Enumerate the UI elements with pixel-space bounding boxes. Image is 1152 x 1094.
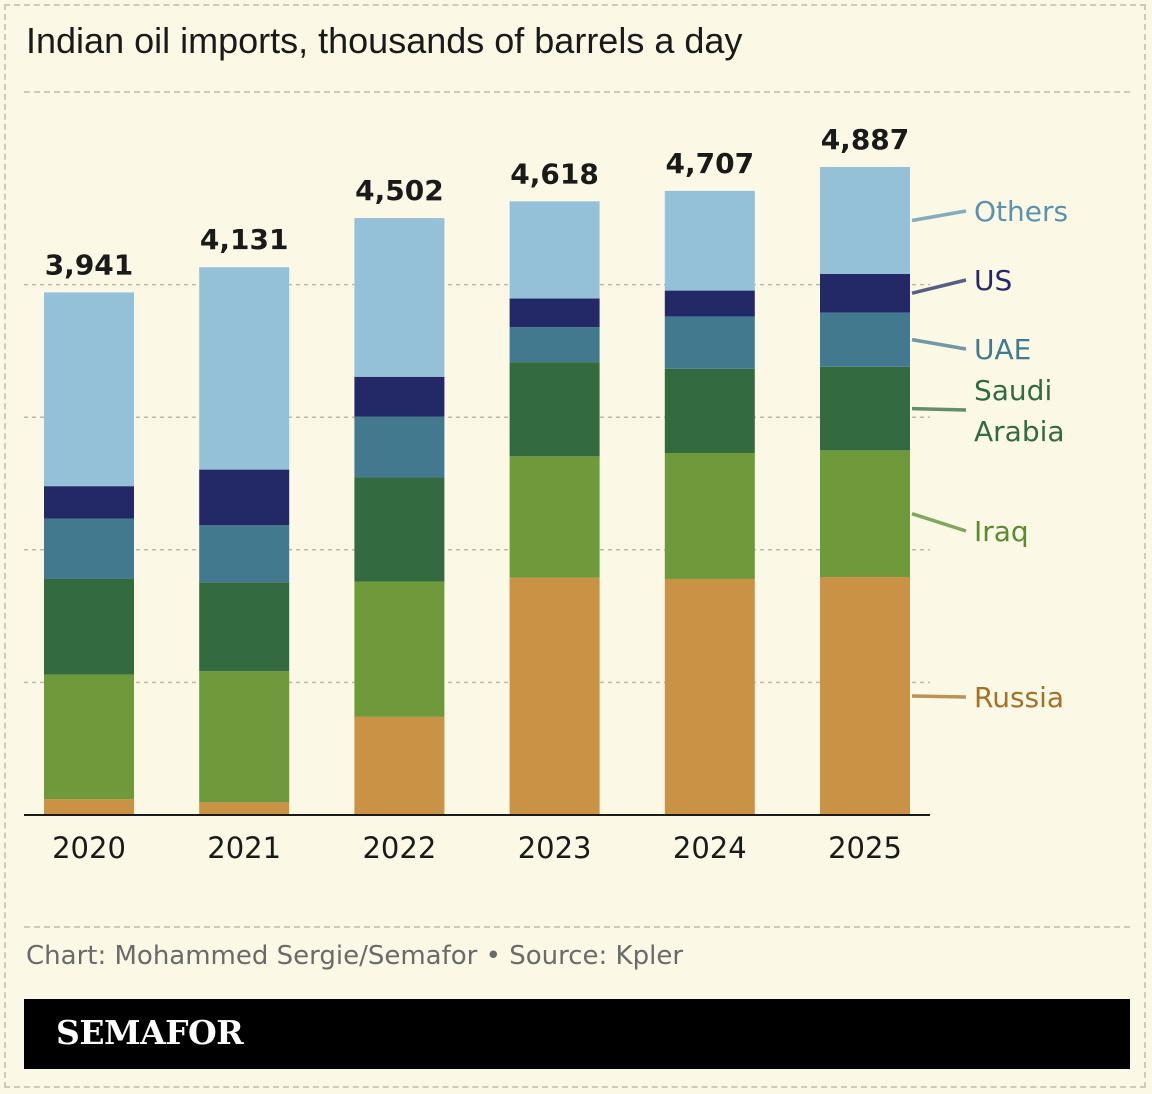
bar-segment-iraq-2023 (509, 456, 600, 578)
bar-segment-others-2024 (664, 190, 755, 291)
total-label-2024: 4,707 (666, 147, 755, 180)
bar-segment-us-2021 (199, 469, 290, 526)
x-tick-label-2025: 2025 (828, 831, 902, 865)
legend-label-saudi-arabia-2: Arabia (974, 415, 1065, 448)
bar-segment-iraq-2024 (664, 453, 755, 579)
x-tick-label-2022: 2022 (362, 831, 436, 865)
bar-segment-uae-2021 (199, 525, 290, 583)
bar-segment-uae-2025 (820, 312, 910, 367)
bar-segment-iraq-2021 (199, 671, 290, 803)
bar-segment-saudi-arabia-2021 (199, 582, 290, 672)
bar-segment-iraq-2025 (820, 450, 910, 577)
total-label-2020: 3,941 (45, 248, 134, 281)
bar-segment-iraq-2022 (354, 581, 445, 717)
bar-segment-us-2024 (664, 290, 755, 317)
legend-label-iraq: Iraq (974, 515, 1029, 548)
bar-segment-uae-2023 (509, 327, 600, 363)
bar-segment-saudi-arabia-2022 (354, 477, 445, 582)
logo-bar: SEMAFOR (24, 999, 1130, 1069)
legend-leader-us (911, 278, 967, 295)
total-label-2022: 4,502 (355, 174, 444, 207)
legend-leader-iraq (911, 512, 967, 533)
bar-segment-saudi-arabia-2025 (820, 366, 910, 451)
legend-leader-russia (911, 694, 967, 699)
bar-segment-russia-2024 (664, 578, 755, 815)
total-label-2021: 4,131 (200, 223, 289, 256)
bar-segment-us-2025 (820, 274, 910, 313)
bar-segment-uae-2022 (354, 416, 445, 478)
chart-frame (4, 4, 1146, 1088)
bar-segment-others-2020 (44, 292, 134, 487)
x-tick-label-2020: 2020 (52, 831, 126, 865)
bar-segment-uae-2020 (44, 518, 134, 579)
legend-label-others: Others (974, 195, 1068, 228)
title-divider (24, 91, 1130, 93)
bar-segment-others-2025 (820, 167, 910, 275)
bar-segment-russia-2020 (44, 799, 134, 815)
bar-segment-us-2020 (44, 486, 134, 519)
legend-leader-others (911, 209, 967, 223)
bar-segment-russia-2025 (820, 576, 910, 815)
bar-segment-russia-2023 (509, 577, 600, 815)
bar-segment-others-2022 (354, 218, 445, 377)
bar-segment-russia-2022 (354, 716, 445, 815)
legend-label-us: US (974, 264, 1012, 297)
x-tick-label-2023: 2023 (518, 831, 592, 865)
bar-segment-us-2023 (509, 298, 600, 328)
legend-label-saudi-arabia-1: Saudi (974, 374, 1052, 407)
bar-segment-russia-2021 (199, 802, 290, 815)
total-label-2025: 4,887 (821, 123, 910, 156)
bar-segment-uae-2024 (664, 316, 755, 369)
total-label-2023: 4,618 (510, 157, 599, 190)
footer-divider (24, 926, 1130, 928)
x-tick-label-2024: 2024 (673, 831, 747, 865)
chart-title: Indian oil imports, thousands of barrels… (26, 20, 743, 61)
legend-label-russia: Russia (974, 681, 1064, 714)
bar-segment-saudi-arabia-2024 (664, 368, 755, 454)
bar-segment-us-2022 (354, 376, 445, 417)
x-tick-label-2021: 2021 (207, 831, 281, 865)
legend-leader-saudi-arabia (911, 406, 967, 412)
legend-label-uae: UAE (974, 333, 1031, 366)
bar-segment-others-2023 (509, 201, 600, 299)
bar-segment-saudi-arabia-2023 (509, 362, 600, 457)
bar-segment-saudi-arabia-2020 (44, 578, 134, 675)
bar-segment-iraq-2020 (44, 674, 134, 800)
legend-leader-uae (911, 337, 967, 351)
chart-source: Chart: Mohammed Sergie/Semafor • Source:… (26, 941, 684, 971)
semafor-logo: SEMAFOR (56, 1013, 244, 1052)
bar-segment-others-2021 (199, 267, 290, 470)
